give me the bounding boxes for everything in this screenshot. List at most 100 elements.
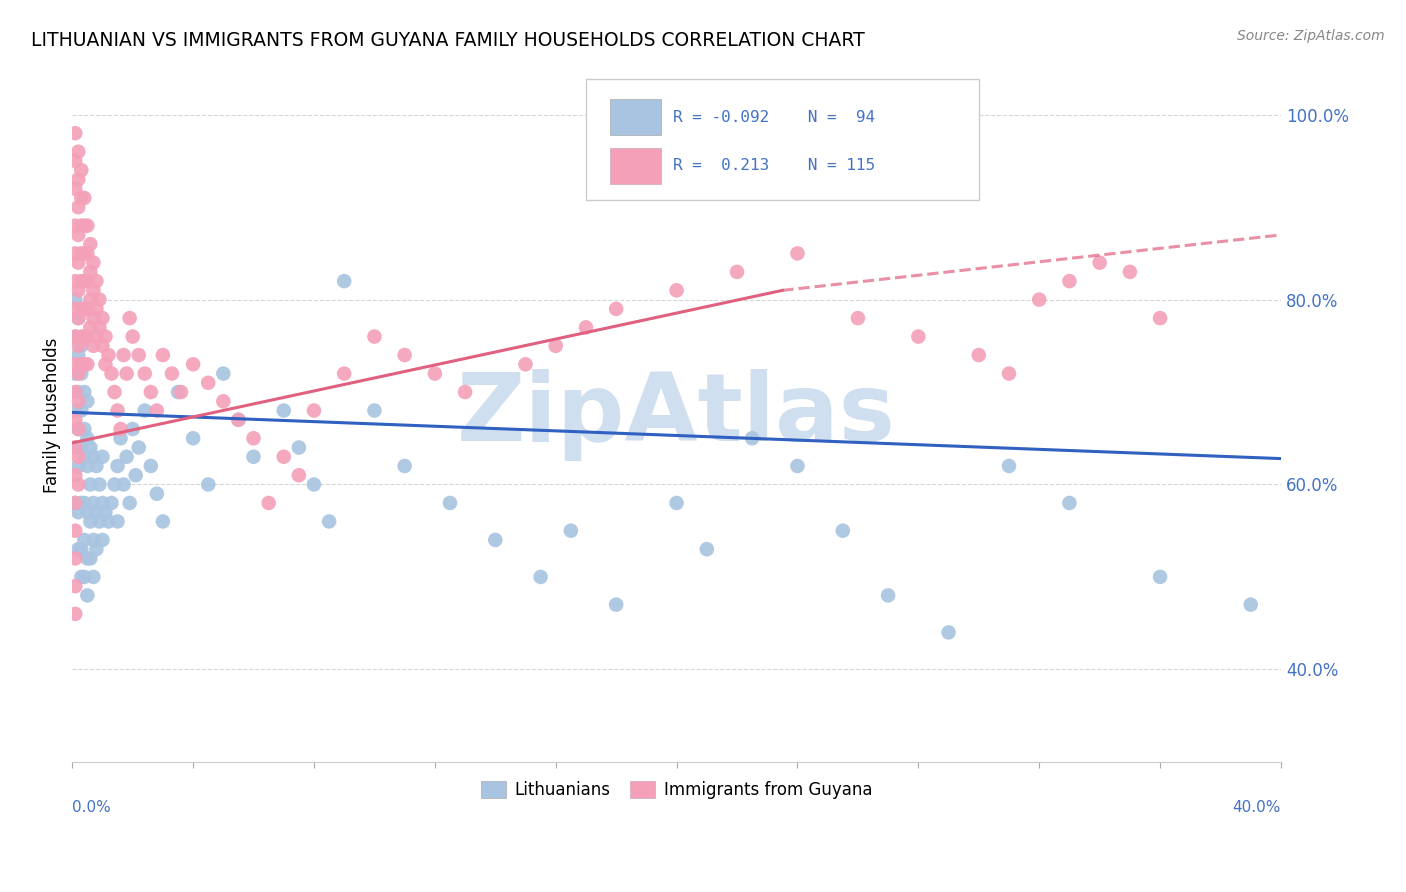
Point <box>67 367 90 381</box>
Point <box>76 274 98 288</box>
Point <box>152 515 174 529</box>
Point <box>76 505 98 519</box>
Point <box>67 505 90 519</box>
Point <box>152 348 174 362</box>
Point <box>998 367 1021 381</box>
Point <box>139 458 162 473</box>
Point <box>82 570 104 584</box>
Point <box>65 551 87 566</box>
Point <box>94 505 117 519</box>
Point <box>110 422 132 436</box>
Point <box>70 367 93 381</box>
Point <box>118 496 141 510</box>
Legend: Lithuanians, Immigrants from Guyana: Lithuanians, Immigrants from Guyana <box>474 774 879 805</box>
Text: R =  0.213    N = 115: R = 0.213 N = 115 <box>673 158 875 173</box>
Point <box>394 458 416 473</box>
Text: ZipAtlas: ZipAtlas <box>457 369 896 461</box>
Point <box>67 145 90 159</box>
Point <box>65 441 87 455</box>
Point <box>530 570 553 584</box>
Point <box>121 329 143 343</box>
Point <box>65 329 87 343</box>
Point <box>73 246 96 260</box>
Point <box>76 357 98 371</box>
Point <box>1028 293 1050 307</box>
Point <box>73 422 96 436</box>
Point <box>107 403 129 417</box>
Point <box>107 515 129 529</box>
Point <box>73 570 96 584</box>
Point <box>605 598 627 612</box>
Point <box>575 320 598 334</box>
Text: 0.0%: 0.0% <box>72 800 111 815</box>
Point <box>65 441 87 455</box>
Point <box>139 385 162 400</box>
Point <box>76 394 98 409</box>
Point <box>86 505 108 519</box>
Point <box>65 524 87 538</box>
Point <box>94 329 117 343</box>
Point <box>160 367 183 381</box>
Point <box>665 284 688 298</box>
Point <box>73 533 96 547</box>
Point <box>100 496 122 510</box>
Point <box>89 477 111 491</box>
Point <box>333 367 356 381</box>
Point <box>741 431 763 445</box>
Point <box>86 542 108 557</box>
Point <box>65 607 87 621</box>
Point <box>73 301 96 316</box>
Point <box>65 301 87 316</box>
Point <box>363 329 385 343</box>
Point <box>110 431 132 445</box>
Point <box>967 348 990 362</box>
Point <box>877 588 900 602</box>
Point <box>89 293 111 307</box>
Point <box>288 468 311 483</box>
Point <box>82 255 104 269</box>
Point <box>73 329 96 343</box>
Point <box>423 367 446 381</box>
Point <box>79 237 101 252</box>
Point <box>65 367 87 381</box>
Point <box>79 441 101 455</box>
Point <box>67 385 90 400</box>
Point <box>82 533 104 547</box>
Point <box>65 126 87 140</box>
Point <box>998 458 1021 473</box>
Point <box>1059 496 1081 510</box>
Point <box>67 255 90 269</box>
Point <box>67 227 90 242</box>
Point <box>786 458 808 473</box>
Point <box>302 403 325 417</box>
Text: LITHUANIAN VS IMMIGRANTS FROM GUYANA FAMILY HOUSEHOLDS CORRELATION CHART: LITHUANIAN VS IMMIGRANTS FROM GUYANA FAM… <box>31 31 865 50</box>
Point <box>228 413 250 427</box>
Point <box>65 153 87 168</box>
Point <box>1149 570 1171 584</box>
FancyBboxPatch shape <box>610 147 661 184</box>
Point <box>79 265 101 279</box>
Point <box>67 422 90 436</box>
Point <box>115 367 138 381</box>
Text: R = -0.092    N =  94: R = -0.092 N = 94 <box>673 110 875 125</box>
Point <box>70 274 93 288</box>
Point <box>146 403 169 417</box>
Point <box>67 477 90 491</box>
Point <box>65 385 87 400</box>
FancyBboxPatch shape <box>586 78 979 200</box>
Point <box>65 413 87 427</box>
Point <box>70 357 93 371</box>
Point <box>65 496 87 510</box>
Point <box>1149 311 1171 326</box>
FancyBboxPatch shape <box>610 99 661 135</box>
Point <box>82 284 104 298</box>
Point <box>79 477 101 491</box>
Point <box>67 348 90 362</box>
Point <box>103 477 125 491</box>
Point <box>97 515 120 529</box>
Point <box>97 348 120 362</box>
Point <box>82 339 104 353</box>
Point <box>107 458 129 473</box>
Point <box>112 477 135 491</box>
Point <box>454 385 477 400</box>
